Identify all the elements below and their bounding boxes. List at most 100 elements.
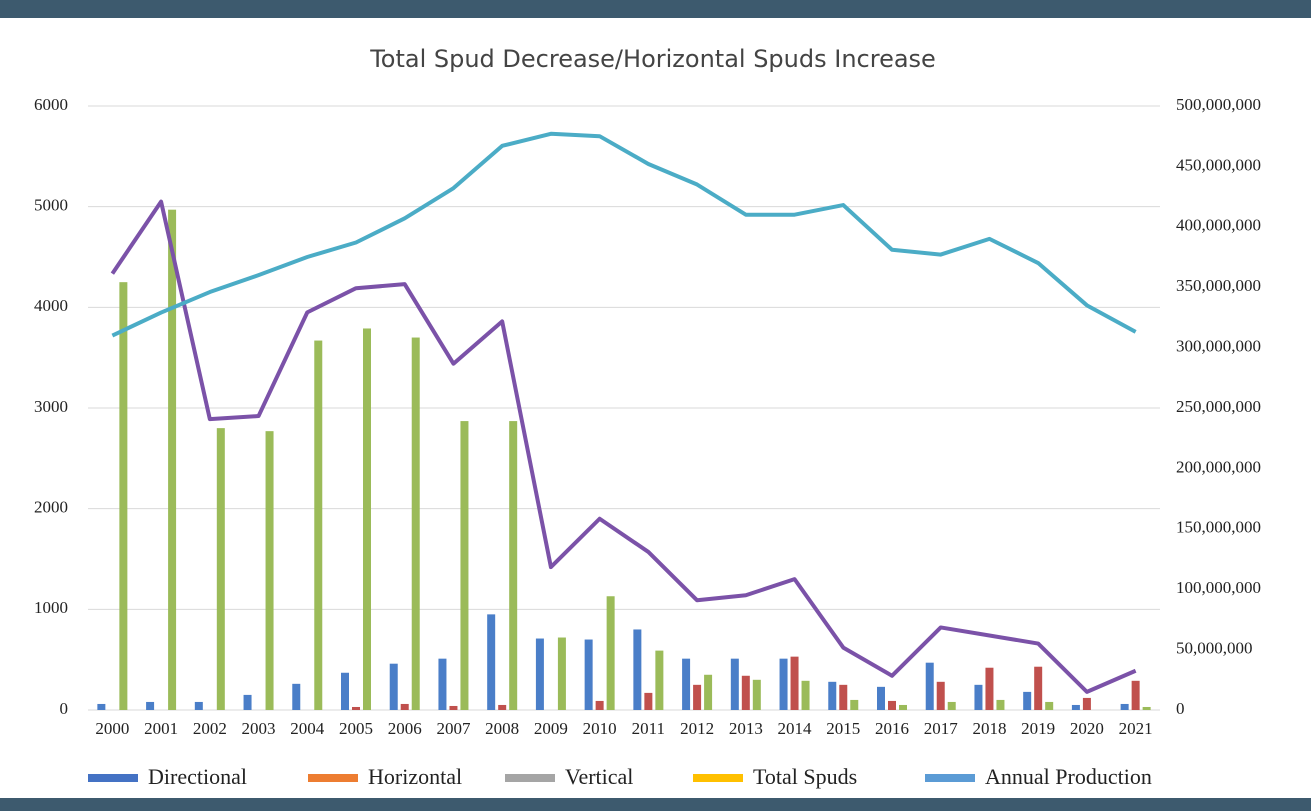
x-tick-label: 2010 — [583, 719, 617, 738]
bar — [400, 703, 409, 710]
bar — [936, 681, 945, 710]
y-tick-label: 6000 — [34, 95, 68, 114]
bar — [265, 431, 274, 710]
bar — [194, 701, 203, 710]
bar — [925, 662, 934, 710]
bar — [341, 672, 349, 710]
y-tick-label: 3000 — [34, 397, 68, 416]
bar — [693, 684, 702, 710]
legend-label: Vertical — [565, 764, 633, 789]
y-tick-label: 0 — [60, 699, 69, 718]
bar — [985, 667, 994, 710]
bar — [438, 658, 447, 710]
y2-tick-label: 50,000,000 — [1176, 639, 1253, 658]
x-tick-label: 2004 — [290, 719, 325, 738]
y-tick-label: 2000 — [34, 498, 68, 517]
legend-swatch — [88, 774, 138, 782]
legend-label: Horizontal — [368, 764, 462, 789]
legend-label: Annual Production — [985, 764, 1152, 789]
bar — [389, 663, 398, 710]
bar — [801, 680, 810, 710]
bar — [449, 705, 458, 710]
bar — [1023, 691, 1032, 710]
bar — [996, 699, 1005, 710]
y-tick-label: 1000 — [34, 598, 68, 617]
x-tick-label: 2002 — [193, 719, 227, 738]
bar — [730, 658, 739, 710]
bar — [146, 701, 155, 710]
bar — [1082, 697, 1091, 710]
x-tick-label: 2020 — [1070, 719, 1104, 738]
y2-tick-label: 450,000,000 — [1176, 155, 1261, 174]
bar — [557, 637, 566, 710]
bar — [216, 428, 225, 710]
bar — [460, 421, 469, 710]
bar — [704, 674, 713, 710]
bar — [790, 656, 799, 710]
bar — [498, 704, 507, 710]
x-tick-label: 2006 — [388, 719, 422, 738]
bar — [828, 681, 837, 710]
bar — [947, 701, 956, 710]
bar — [974, 684, 983, 710]
x-tick-label: 2001 — [144, 719, 178, 738]
bar — [1045, 701, 1054, 710]
bar — [644, 692, 653, 710]
bar — [1142, 706, 1151, 710]
bar — [888, 700, 896, 710]
x-tick-label: 2016 — [875, 719, 909, 738]
y2-tick-label: 500,000,000 — [1176, 95, 1261, 114]
bar — [752, 679, 761, 710]
bar — [1120, 703, 1129, 710]
line — [111, 131, 1137, 338]
bar — [779, 658, 788, 710]
x-tick-label: 2009 — [534, 719, 568, 738]
legend-swatch — [505, 774, 555, 782]
bar — [97, 703, 106, 710]
x-tick-label: 2000 — [95, 719, 129, 738]
x-tick-label: 2007 — [436, 719, 471, 738]
bar — [411, 337, 420, 710]
y2-tick-label: 250,000,000 — [1176, 397, 1261, 416]
bar — [839, 684, 848, 710]
x-tick-label: 2013 — [729, 719, 763, 738]
bar — [655, 650, 664, 710]
x-tick-label: 2003 — [242, 719, 276, 738]
x-tick-label: 2019 — [1021, 719, 1055, 738]
bar — [292, 683, 301, 710]
y2-tick-label: 350,000,000 — [1176, 276, 1261, 295]
bar — [168, 209, 177, 711]
bar — [1034, 666, 1043, 710]
legend-swatch — [308, 774, 358, 782]
bar — [682, 658, 691, 710]
x-tick-label: 2005 — [339, 719, 373, 738]
bar — [243, 694, 252, 710]
y2-tick-label: 400,000,000 — [1176, 216, 1261, 235]
bottom-border — [0, 798, 1311, 811]
bar — [850, 699, 859, 710]
bar — [899, 704, 907, 710]
y2-tick-label: 0 — [1176, 699, 1185, 718]
x-tick-label: 2021 — [1119, 719, 1153, 738]
bar — [741, 675, 750, 710]
bar — [535, 638, 544, 710]
legend-label: Total Spuds — [753, 764, 857, 789]
chart-title: Total Spud Decrease/Horizontal Spuds Inc… — [369, 45, 936, 73]
y2-tick-label: 150,000,000 — [1176, 518, 1261, 537]
bar — [509, 421, 518, 710]
x-tick-label: 2011 — [632, 719, 665, 738]
bar — [606, 596, 615, 710]
y-tick-label: 5000 — [34, 196, 68, 215]
bar — [595, 700, 604, 710]
y-tick-label: 4000 — [34, 296, 68, 315]
legend-label: Directional — [148, 764, 247, 789]
bar — [633, 629, 642, 710]
bar — [314, 340, 323, 710]
bar — [119, 282, 128, 710]
bar — [363, 328, 371, 710]
bar — [352, 706, 360, 710]
x-tick-label: 2018 — [972, 719, 1006, 738]
y2-tick-label: 300,000,000 — [1176, 337, 1261, 356]
line — [110, 199, 1137, 694]
